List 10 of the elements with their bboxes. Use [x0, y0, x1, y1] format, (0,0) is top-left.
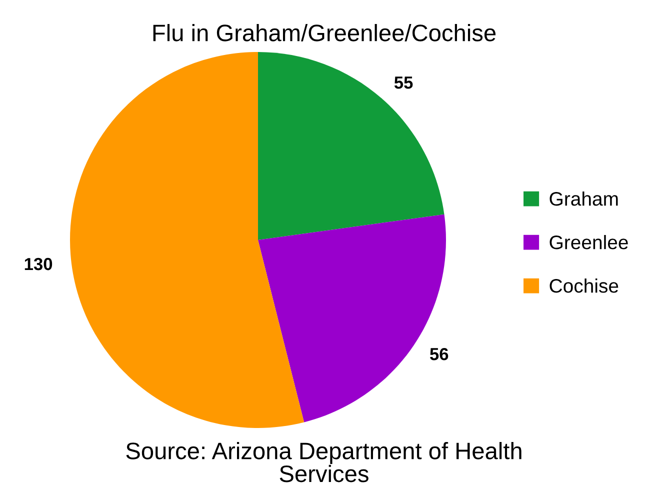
- pie-slice: [258, 52, 444, 240]
- legend-label: Cochise: [550, 278, 618, 293]
- chart-title: Flu in Graham/Greenlee/Cochise: [153, 24, 496, 42]
- data-label: 55: [394, 76, 413, 89]
- pie-slice: [70, 52, 304, 428]
- legend-label: Greenlee: [550, 234, 628, 250]
- data-label: 56: [430, 348, 448, 360]
- data-label: 130: [24, 258, 52, 270]
- source-note: Source: Arizona Department of Health Services: [126, 442, 522, 482]
- legend-label: Graham: [550, 191, 618, 206]
